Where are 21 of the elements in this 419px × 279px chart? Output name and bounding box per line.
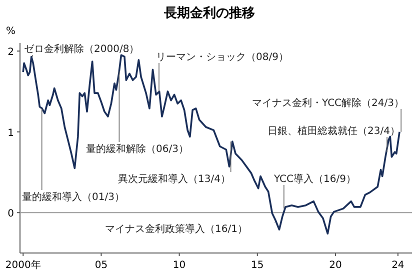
annotation: 量的緩和解除（06/3） <box>86 143 188 155</box>
annotation: ゼロ金利解除（2000/8） <box>24 43 140 55</box>
x-tick-label: 24 <box>392 260 404 271</box>
x-tick-label: 10 <box>172 260 186 271</box>
annotation: 異次元緩和導入（13/4） <box>118 173 230 185</box>
x-tick-label: 15 <box>251 260 264 271</box>
annotation: リーマン・ショック（08/9） <box>156 52 288 63</box>
y-tick-label: 0 <box>8 208 14 220</box>
line-series <box>22 54 400 235</box>
y-axis-title: % <box>6 26 16 37</box>
x-tick-label: 05 <box>94 260 108 271</box>
annotation: 量的緩和導入（01/3） <box>22 191 124 203</box>
x-tick-label: 2000年 <box>5 259 41 271</box>
annotation: マイナス金利・YCC解除（24/3） <box>252 97 404 109</box>
y-tick-label: 2 <box>8 47 14 58</box>
chart-title: 長期金利の推移 <box>163 5 255 21</box>
annotation: YCC導入（16/9） <box>273 173 356 185</box>
annotation: 日銀、植田総裁就任（23/4） <box>268 125 400 137</box>
annotation: マイナス金利政策導入（16/1） <box>105 223 248 235</box>
y-tick-label: 1 <box>8 128 14 139</box>
x-tick-label: 20 <box>329 260 342 271</box>
